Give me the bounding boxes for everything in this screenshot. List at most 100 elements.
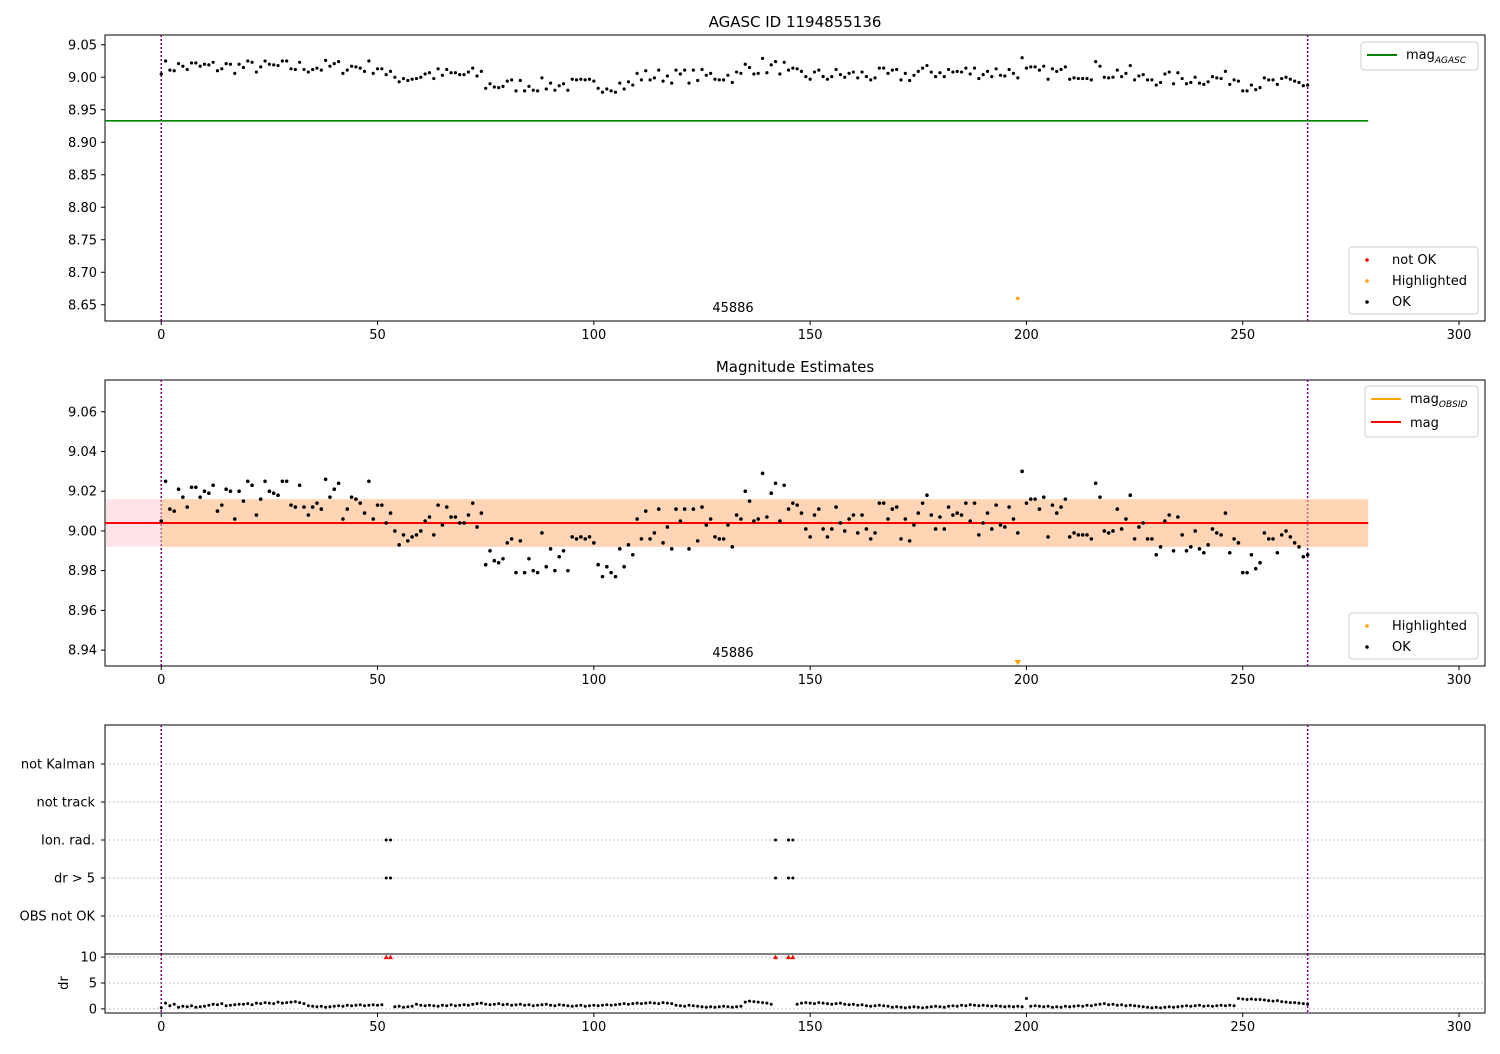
dr-point xyxy=(1197,1003,1201,1007)
dr-point xyxy=(1150,1006,1154,1010)
dr-point xyxy=(1098,1002,1102,1006)
dr-point xyxy=(198,1005,202,1009)
ok-point xyxy=(1089,78,1093,82)
ok-point xyxy=(280,479,285,484)
dr-point xyxy=(886,1004,890,1008)
dr-point xyxy=(479,1001,483,1005)
ok-point xyxy=(830,75,834,79)
dr-point xyxy=(1262,998,1266,1002)
dr-point xyxy=(752,1000,756,1004)
ok-point xyxy=(427,515,432,519)
legend-label-highlighted: Highlighted xyxy=(1392,274,1467,289)
dr-point xyxy=(536,1003,540,1007)
ok-point xyxy=(998,73,1003,77)
dr-point xyxy=(233,1003,237,1007)
ok-point xyxy=(1249,83,1253,87)
ok-point xyxy=(1176,515,1180,519)
ok-point xyxy=(964,66,968,70)
ok-point xyxy=(202,489,207,494)
ok-point xyxy=(1132,537,1137,541)
ok-point xyxy=(804,527,808,531)
ok-point xyxy=(985,69,990,73)
dr-point xyxy=(164,1001,168,1005)
ok-point xyxy=(1184,549,1189,553)
legend-points-agasc: not OK Highlighted OK xyxy=(1348,246,1479,315)
ok-point xyxy=(176,62,181,66)
ok-point xyxy=(1063,65,1067,69)
flag-label: Ion. rad. xyxy=(41,834,95,849)
ok-point xyxy=(488,82,492,86)
x-tick-label: 100 xyxy=(581,673,606,688)
dr-point xyxy=(427,1003,431,1007)
ok-point xyxy=(1158,80,1163,85)
ok-point xyxy=(726,523,730,527)
ok-point xyxy=(475,74,479,78)
dr-point xyxy=(678,1004,682,1008)
dr-point xyxy=(410,1004,414,1008)
legend-lines-estimates: magOBSID mag xyxy=(1364,385,1479,438)
ok-point xyxy=(509,537,514,541)
ok-point xyxy=(401,533,406,537)
dr-point xyxy=(285,1001,289,1005)
dr-point xyxy=(665,1001,669,1005)
ok-point xyxy=(622,564,626,569)
dr-point xyxy=(1271,999,1275,1003)
ok-point xyxy=(691,507,696,511)
ok-point xyxy=(730,80,734,85)
dr-point xyxy=(613,1003,617,1007)
y-tick-label: 8.98 xyxy=(68,564,97,579)
ok-point xyxy=(972,501,977,505)
ok-point xyxy=(1176,71,1180,75)
ok-point xyxy=(224,62,228,66)
dr-point xyxy=(241,1002,245,1006)
x-tick-label: 200 xyxy=(1014,673,1039,688)
ok-point xyxy=(1258,86,1262,90)
ok-point xyxy=(202,62,207,66)
dr-point xyxy=(1137,1004,1141,1008)
ok-point xyxy=(644,69,648,73)
dr-point xyxy=(350,1004,354,1008)
dr-point xyxy=(670,1002,674,1006)
ok-point xyxy=(1210,527,1215,531)
dr-point xyxy=(605,1003,609,1007)
ok-point xyxy=(237,62,241,66)
flag-point xyxy=(787,876,791,880)
ok-point xyxy=(1271,537,1275,541)
dr-point xyxy=(639,1002,643,1006)
ok-point xyxy=(1024,66,1029,70)
ok-point xyxy=(418,529,423,533)
axes-frame xyxy=(104,34,1486,322)
dr-point xyxy=(1037,1004,1041,1008)
ok-point xyxy=(444,505,449,509)
dr-point xyxy=(1189,1004,1193,1008)
ok-point xyxy=(1098,495,1102,499)
ok-point xyxy=(908,78,912,83)
ok-point xyxy=(899,537,903,541)
ok-point xyxy=(782,60,786,64)
ok-point xyxy=(479,511,484,515)
ok-point xyxy=(1063,497,1068,501)
ok-point xyxy=(804,75,808,79)
dr-point xyxy=(1241,997,1245,1001)
ok-point xyxy=(942,75,946,79)
ok-point xyxy=(427,71,432,75)
panel-title-agasc: AGASC ID 1194855136 xyxy=(709,13,882,31)
dr-point xyxy=(825,1002,829,1006)
ok-point xyxy=(293,505,298,509)
x-tick-label: 200 xyxy=(1014,328,1039,343)
ok-point xyxy=(544,564,549,569)
dr-point xyxy=(1254,998,1258,1002)
ok-point xyxy=(289,67,293,71)
ok-point xyxy=(237,489,241,494)
ok-point xyxy=(895,67,899,72)
dr-point xyxy=(929,1005,933,1009)
ok-point xyxy=(743,489,748,494)
ok-point xyxy=(440,523,445,527)
dr-point xyxy=(847,1003,851,1007)
ok-point xyxy=(600,574,605,579)
dr-point xyxy=(908,1005,912,1009)
dr-point xyxy=(600,1003,604,1007)
ok-point xyxy=(860,513,864,517)
dr-point xyxy=(912,1005,916,1009)
ok-point xyxy=(341,71,345,75)
